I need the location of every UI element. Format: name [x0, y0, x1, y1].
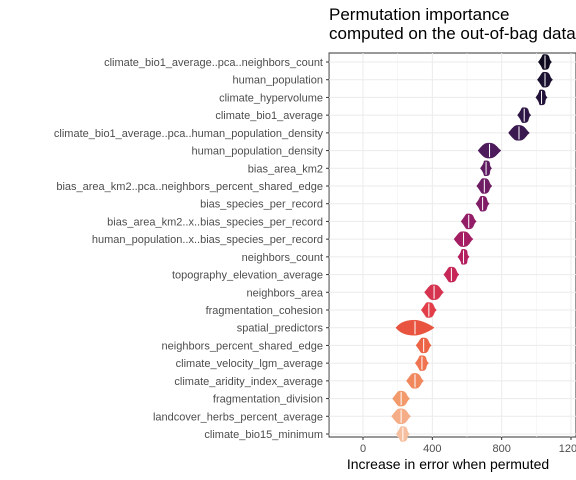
plot-panel — [328, 52, 576, 438]
x-axis-label: Increase in error when permuted — [347, 456, 549, 472]
chart-title-line-1: Permutation importance — [329, 5, 509, 24]
variable-label: climate_aridity_index_average — [174, 376, 323, 388]
variable-label: bias_area_km2 — [248, 163, 323, 175]
variable-label: spatial_predictors — [237, 323, 324, 335]
x-tick-label: 400 — [423, 443, 441, 455]
chart-title-line-2: computed on the out-of-bag data — [329, 24, 576, 43]
variable-label: neighbors_percent_shared_edge — [162, 340, 323, 352]
variable-label: bias_area_km2..x..bias_species_per_recor… — [107, 216, 323, 228]
variable-label: climate_bio1_average..pca..human_populat… — [54, 128, 324, 140]
plot-area: climate_bio1_average..pca..neighbors_cou… — [54, 52, 576, 455]
variable-label: fragmentation_division — [213, 394, 323, 406]
variable-label: climate_bio1_average..pca..neighbors_cou… — [104, 57, 323, 69]
variable-label: climate_bio1_average — [215, 110, 323, 122]
variable-label: bias_species_per_record — [200, 199, 323, 211]
x-tick-label: 1200 — [559, 443, 576, 455]
variable-label: human_population..x..bias_species_per_re… — [92, 234, 323, 246]
variable-label: neighbors_area — [247, 287, 324, 299]
variable-label: landcover_herbs_percent_average — [153, 411, 323, 423]
x-tick-label: 800 — [492, 443, 510, 455]
variable-label: neighbors_count — [242, 252, 323, 264]
variable-label: fragmentation_cohesion — [206, 305, 323, 317]
x-tick-label: 0 — [360, 443, 366, 455]
variable-label: topography_elevation_average — [172, 270, 323, 282]
variable-label: human_population_density — [192, 146, 324, 158]
variable-label: climate_hypervolume — [219, 92, 323, 104]
variable-label: climate_velocity_lgm_average — [176, 358, 323, 370]
variable-label: human_population — [232, 75, 323, 87]
variable-label: climate_bio15_minimum — [204, 429, 323, 441]
variable-label: bias_area_km2..pca..neighbors_percent_sh… — [56, 181, 323, 193]
